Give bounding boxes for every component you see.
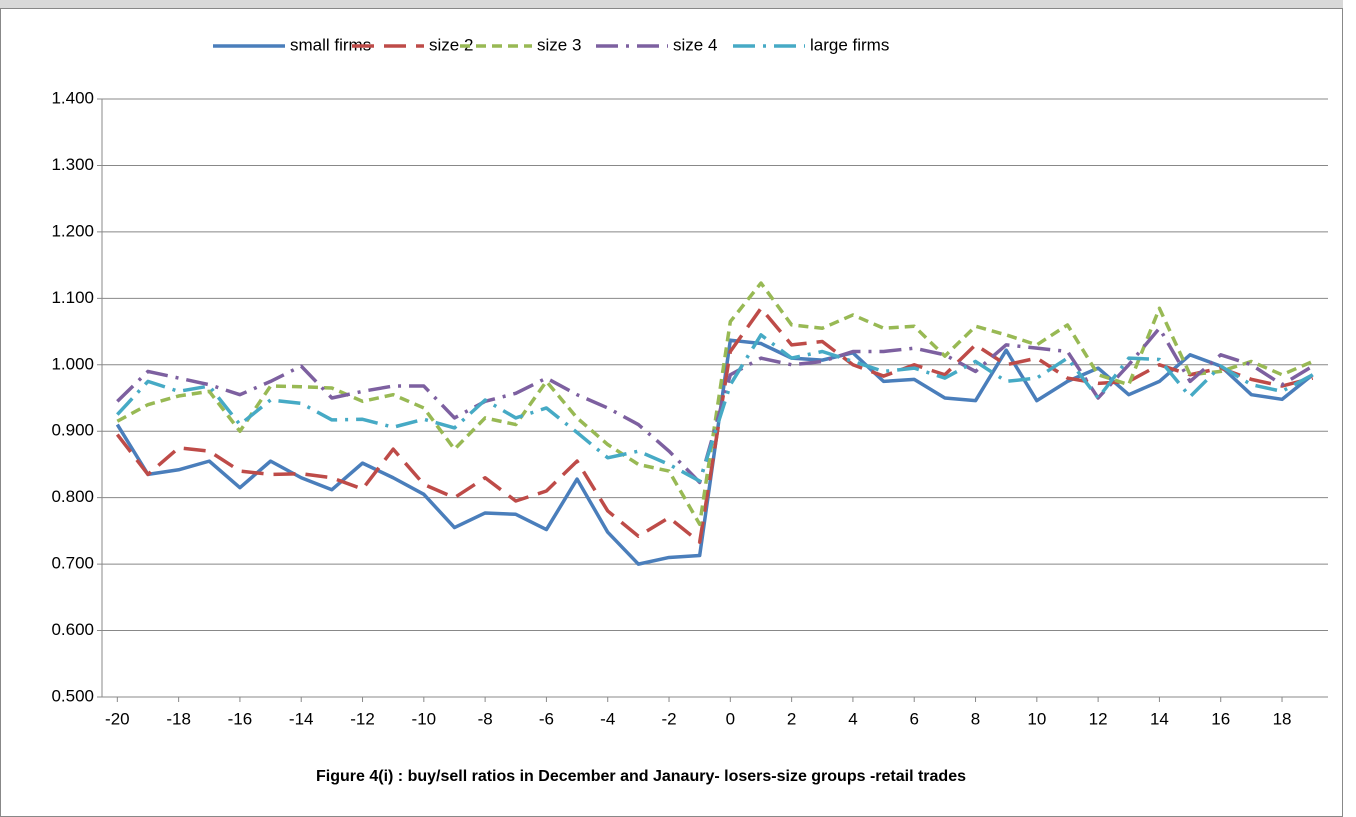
x-tick-label: 10 [1027, 709, 1046, 728]
x-tick-label: -2 [661, 709, 676, 728]
legend-label: size 3 [537, 35, 581, 54]
x-tick-label: -20 [105, 709, 130, 728]
legend-label: small firms [290, 35, 371, 54]
chart-caption: Figure 4(i) : buy/sell ratios in Decembe… [316, 768, 966, 785]
x-tick-label: -10 [412, 709, 437, 728]
x-tick-label: 18 [1273, 709, 1292, 728]
x-tick-label: 12 [1089, 709, 1108, 728]
y-tick-label: 0.800 [51, 487, 94, 506]
y-tick-label: 0.700 [51, 554, 94, 573]
x-tick-label: -14 [289, 709, 314, 728]
x-tick-label: -16 [228, 709, 253, 728]
y-tick-label: 1.100 [51, 288, 94, 307]
x-tick-label: -18 [166, 709, 191, 728]
legend-label: size 2 [429, 35, 473, 54]
x-tick-label: -12 [350, 709, 375, 728]
y-tick-label: 1.400 [51, 88, 94, 107]
x-tick-label: -8 [478, 709, 493, 728]
series-line [116, 333, 1314, 483]
x-tick-label: 0 [726, 709, 735, 728]
chart-frame [0, 8, 1343, 817]
x-tick-label: 2 [787, 709, 796, 728]
y-tick-label: 1.200 [51, 221, 94, 240]
x-tick-label: 8 [971, 709, 980, 728]
y-tick-label: 0.600 [51, 620, 94, 639]
series-line [115, 306, 1314, 544]
y-tick-label: 1.300 [51, 155, 94, 174]
x-tick-label: 14 [1150, 709, 1169, 728]
y-tick-label: 0.900 [51, 421, 94, 440]
x-tick-label: -6 [539, 709, 554, 728]
y-tick-label: 1.000 [51, 354, 94, 373]
legend-label: large firms [810, 35, 889, 54]
legend-label: size 4 [673, 35, 717, 54]
series-line [116, 281, 1314, 526]
x-tick-label: -4 [600, 709, 615, 728]
y-tick-label: 0.500 [51, 686, 94, 705]
x-tick-label: 4 [848, 709, 857, 728]
x-tick-label: 6 [909, 709, 918, 728]
top-bar [0, 0, 1343, 8]
x-tick-label: 16 [1211, 709, 1230, 728]
